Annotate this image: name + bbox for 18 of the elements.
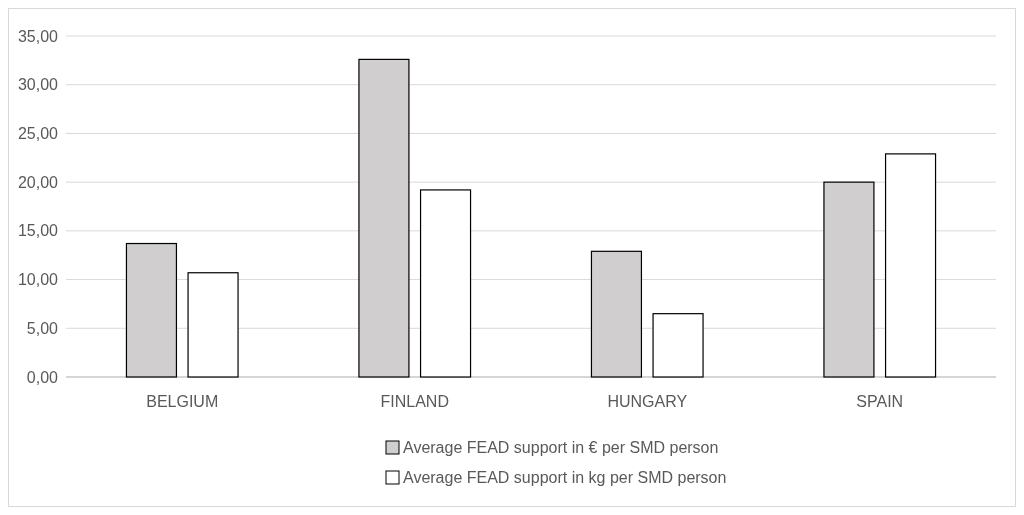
- bar: [884, 153, 937, 378]
- y-tick-label: 10,00: [17, 271, 59, 289]
- legend-label: Average FEAD support in € per SMD person: [403, 438, 719, 456]
- bar: [187, 272, 239, 378]
- y-tick-label: 20,00: [17, 173, 59, 191]
- x-tick-label: HUNGARY: [607, 393, 688, 410]
- y-tick-label: 25,00: [17, 125, 59, 143]
- x-tick-label: FINLAND: [380, 393, 449, 410]
- bar: [419, 189, 472, 378]
- y-tick-label: 5,00: [26, 319, 59, 337]
- x-tick-label: BELGIUM: [146, 393, 219, 410]
- bar: [652, 313, 704, 378]
- x-tick-label: SPAIN: [856, 393, 904, 410]
- y-tick-label: 0,00: [26, 368, 59, 386]
- y-tick-label: 15,00: [17, 222, 59, 240]
- y-tick-label: 35,00: [17, 27, 59, 45]
- y-tick-label: 30,00: [17, 76, 59, 94]
- legend-label: Average FEAD support in kg per SMD person: [403, 468, 727, 486]
